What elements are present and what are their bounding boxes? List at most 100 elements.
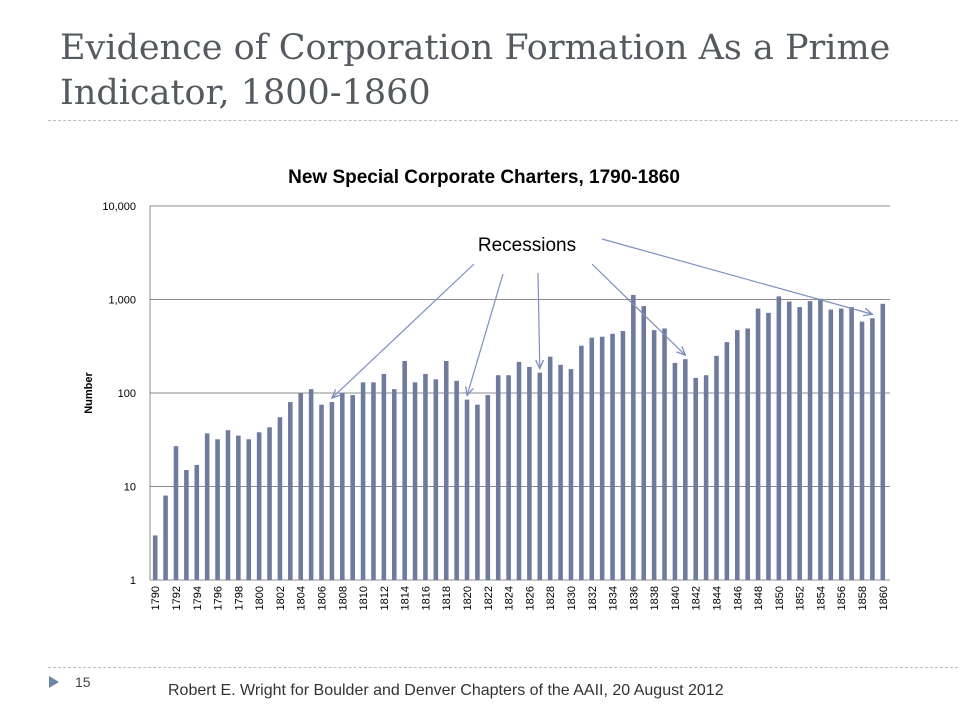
bar-1798 xyxy=(236,435,241,580)
bar-1824 xyxy=(506,375,511,580)
bar-1845 xyxy=(724,342,730,580)
bar-1792 xyxy=(173,446,179,580)
bar-1801 xyxy=(267,427,272,580)
annotation-arrow xyxy=(591,263,685,355)
x-tick-label: 1798 xyxy=(233,586,245,610)
bar-1794 xyxy=(194,464,200,580)
x-tick-label: 1828 xyxy=(545,586,557,610)
x-tick-label: 1840 xyxy=(670,586,682,610)
bar-1795 xyxy=(204,433,210,580)
x-tick-label: 1792 xyxy=(171,586,183,610)
bar-1828 xyxy=(547,356,553,580)
annotation-arrow xyxy=(467,273,504,396)
x-tick-label: 1812 xyxy=(379,586,391,610)
bar-1856 xyxy=(838,308,844,580)
bar-1835 xyxy=(620,331,626,580)
bar-1832 xyxy=(589,337,595,580)
bar-1842 xyxy=(693,377,698,580)
bar-1841 xyxy=(683,359,688,580)
bar-1816 xyxy=(423,373,428,580)
x-tick-label: 1834 xyxy=(608,586,620,610)
bar-1799 xyxy=(246,439,252,580)
x-tick-label: 1800 xyxy=(254,586,266,610)
bar-1815 xyxy=(412,382,418,580)
bar-1797 xyxy=(225,430,231,580)
x-tick-label: 1852 xyxy=(795,586,807,610)
page-number: 15 xyxy=(75,674,91,690)
x-tick-label: 1796 xyxy=(213,586,225,610)
bar-1818 xyxy=(443,360,449,580)
bar-1819 xyxy=(454,380,459,580)
x-tick-label: 1814 xyxy=(400,586,412,610)
bar-1812 xyxy=(381,373,387,580)
annotation-arrow xyxy=(601,238,872,314)
bar-1847 xyxy=(745,328,750,580)
y-tick-label: 1 xyxy=(130,575,136,587)
bar-1809 xyxy=(350,395,355,580)
bar-1806 xyxy=(319,404,324,580)
bar-1823 xyxy=(495,375,501,580)
bar-1802 xyxy=(277,417,283,580)
bar-1859 xyxy=(870,318,875,580)
x-tick-label: 1806 xyxy=(317,586,329,610)
bar-1848 xyxy=(755,308,761,580)
bar-1846 xyxy=(734,330,740,580)
chart: New Special Corporate Charters, 1790-186… xyxy=(83,167,890,610)
bar-1857 xyxy=(849,307,854,580)
x-tick-label: 1808 xyxy=(337,586,349,610)
x-tick-label: 1860 xyxy=(878,586,890,610)
x-tick-label: 1850 xyxy=(774,586,786,610)
x-tick-label: 1838 xyxy=(649,586,661,610)
x-tick-label: 1824 xyxy=(504,586,516,610)
chart-title: New Special Corporate Charters, 1790-186… xyxy=(288,167,680,188)
bar-1829 xyxy=(558,364,563,580)
bar-1790 xyxy=(152,535,158,580)
x-tick-label: 1858 xyxy=(857,586,869,610)
x-tick-label: 1790 xyxy=(150,586,162,610)
bar-1821 xyxy=(475,404,480,580)
x-tick-label: 1856 xyxy=(836,586,848,610)
bar-1827 xyxy=(537,372,543,580)
bar-1803 xyxy=(288,402,293,580)
bar-1858 xyxy=(859,321,865,580)
bar-1817 xyxy=(433,379,439,580)
y-tick-label: 100 xyxy=(118,388,136,400)
bar-1837 xyxy=(641,306,647,580)
x-tick-label: 1822 xyxy=(483,586,495,610)
bar-1796 xyxy=(215,439,220,580)
title-divider xyxy=(48,120,960,121)
footer-text: Robert E. Wright for Boulder and Denver … xyxy=(168,682,724,699)
x-tick-label: 1842 xyxy=(691,586,703,610)
x-tick-label: 1794 xyxy=(192,586,204,610)
x-tick-label: 1854 xyxy=(815,586,827,610)
x-tick-label: 1826 xyxy=(524,586,536,610)
x-tick-label: 1844 xyxy=(711,586,723,610)
bar-1822 xyxy=(485,395,491,580)
bar-1840 xyxy=(672,362,678,580)
bar-1836 xyxy=(631,294,636,580)
y-tick-labels: 1 10 100 1,000 10,000 xyxy=(102,201,136,587)
bar-1807 xyxy=(329,402,335,580)
x-tick-label: 1848 xyxy=(753,586,765,610)
bar-1811 xyxy=(371,382,376,580)
bar-1813 xyxy=(391,389,397,580)
slide-title: Evidence of Corporation Formation As a P… xyxy=(60,28,891,113)
bar-1793 xyxy=(184,470,189,580)
bar-1839 xyxy=(662,328,667,580)
x-tick-label: 1816 xyxy=(420,586,432,610)
bar-1838 xyxy=(651,330,657,580)
bar-1814 xyxy=(402,360,407,580)
bar-1804 xyxy=(298,393,304,580)
bar-1833 xyxy=(599,336,605,580)
bar-1830 xyxy=(568,369,574,580)
annotation-arrow xyxy=(538,272,540,369)
x-tick-label: 1804 xyxy=(296,586,308,610)
x-tick-label: 1836 xyxy=(628,586,640,610)
x-tick-label: 1820 xyxy=(462,586,474,610)
bar-1825 xyxy=(516,361,522,580)
bar-1851 xyxy=(786,301,792,580)
footer-divider xyxy=(48,667,960,668)
bar-1860 xyxy=(880,303,886,580)
bar-1853 xyxy=(807,301,813,580)
x-tick-label: 1818 xyxy=(441,586,453,610)
